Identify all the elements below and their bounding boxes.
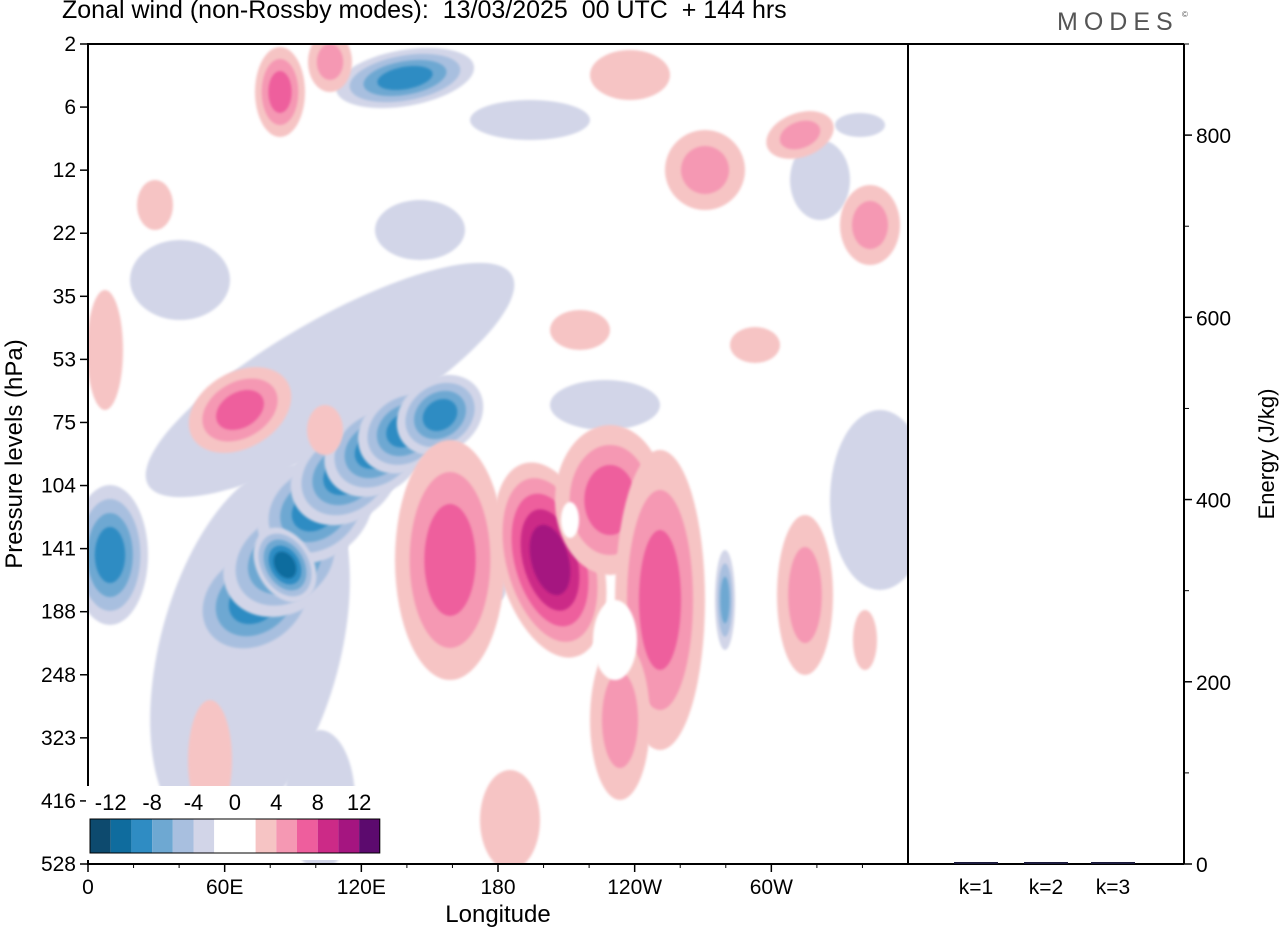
colorbar-swatch — [90, 819, 111, 853]
x-tick-label: 0 — [82, 876, 94, 899]
x-tick-label: 180 — [480, 876, 515, 899]
y-tick-label: 22 — [53, 222, 76, 245]
contour-blob — [853, 610, 877, 670]
energy-bar — [1091, 862, 1135, 864]
energy-bar — [1024, 862, 1068, 864]
colorbar-tick-label: 4 — [270, 790, 282, 815]
contour-blob — [602, 672, 638, 768]
y-tick-label: 141 — [41, 538, 76, 561]
contour-blob — [730, 327, 780, 363]
energy-tick-label: 200 — [1196, 672, 1231, 695]
contour-blob — [268, 71, 292, 113]
contour-blob — [88, 290, 123, 410]
y-tick-label: 188 — [41, 601, 76, 624]
colorbar-swatch — [276, 819, 297, 853]
y-tick-label: 104 — [41, 475, 76, 498]
contour-blob — [130, 240, 230, 320]
energy-tick-label: 800 — [1196, 125, 1231, 148]
contour-blob — [137, 180, 173, 230]
y-tick-label: 75 — [53, 411, 76, 434]
colorbar-frame — [89, 818, 381, 854]
energy-bars: k=1 k=2 k=3 — [954, 862, 1135, 899]
contour-blob — [720, 576, 730, 624]
colorbar-swatch — [110, 819, 132, 853]
heatmap-contours — [88, 44, 908, 864]
contour-blob — [94, 527, 126, 583]
contour-blob — [529, 524, 571, 596]
contour-blob — [681, 146, 729, 194]
contour-blob — [307, 405, 343, 455]
contour-blob — [216, 389, 264, 431]
contour-blob — [835, 113, 885, 137]
colorbar-swatch — [172, 819, 194, 853]
colorbar-swatch — [255, 819, 277, 853]
colorbar-tick-label: -4 — [184, 790, 204, 815]
contour-blob — [377, 65, 433, 91]
y-tick-label: 2 — [64, 33, 76, 56]
y-tick-label: 323 — [41, 727, 76, 750]
colorbar-swatch — [214, 819, 235, 853]
y-tick-label: 35 — [53, 285, 76, 308]
contour-blob — [779, 120, 821, 150]
contour-blob — [830, 410, 908, 590]
energy-category-label: k=1 — [959, 876, 993, 899]
y-axis-label: Pressure levels (hPa) — [1, 339, 28, 568]
colorbar-swatch — [152, 819, 173, 853]
colorbar-tick-label: -12 — [95, 790, 127, 815]
energy-category-label: k=3 — [1096, 876, 1130, 899]
colorbar-tick-label: 12 — [347, 790, 371, 815]
colorbar-tick-label: 8 — [312, 790, 324, 815]
colorbar-swatch — [297, 819, 318, 853]
contour-blob — [788, 547, 822, 643]
x-tick-label: 120W — [607, 876, 662, 899]
energy-tick-label: 600 — [1196, 307, 1231, 330]
x-tick-label: 60E — [206, 876, 243, 899]
y-tick-label: 12 — [53, 159, 76, 182]
contour-blob — [550, 310, 610, 350]
x-tick-label: 60W — [750, 876, 793, 899]
energy-tick-label: 400 — [1196, 490, 1231, 513]
contour-blob — [590, 50, 670, 100]
contour-blob — [639, 530, 681, 670]
y-tick-label: 416 — [41, 790, 76, 813]
energy-category-label: k=2 — [1029, 876, 1063, 899]
colorbar-swatch — [193, 819, 215, 853]
energy-bar — [954, 862, 998, 864]
colorbar-swatch — [359, 819, 380, 853]
contour-blob — [470, 100, 590, 140]
energy-tick-label: 0 — [1196, 854, 1208, 877]
y-tick-label: 6 — [64, 96, 76, 119]
y-tick-label: 53 — [53, 348, 76, 371]
colorbar-tick-label: -8 — [142, 790, 162, 815]
contour-blob — [375, 200, 465, 260]
logo-copyright-mark: © — [1182, 10, 1188, 19]
x-tick-label: 120E — [337, 876, 386, 899]
contour-blob — [852, 201, 888, 249]
contour-blob — [316, 44, 344, 80]
contour-blob — [561, 502, 579, 538]
x-axis-label: Longitude — [445, 901, 550, 928]
colorbar-swatch — [234, 819, 256, 853]
contour-blob — [273, 551, 297, 579]
contour-blob — [790, 140, 850, 220]
contour-blob — [424, 504, 476, 616]
axes: 0 60E 120E 180 120W 60W 2 6 12 22 35 53 75 104 141 188 2… — [41, 33, 1231, 899]
colorbar-tick-label: 0 — [229, 790, 241, 815]
contour-blob — [480, 770, 540, 864]
colorbar-swatch — [338, 819, 360, 853]
contour-blob — [422, 398, 458, 432]
modes-logo: MODES — [1057, 8, 1179, 36]
colorbar: -12 -8 -4 0 4 8 12 — [86, 786, 384, 860]
y-tick-label: 248 — [41, 664, 76, 687]
contour-blob — [593, 600, 637, 680]
contour-blob — [550, 380, 660, 430]
y-tick-label: 528 — [41, 853, 76, 876]
colorbar-swatch — [317, 819, 339, 853]
chart-title: Zonal wind (non-Rossby modes): 13/03/202… — [62, 0, 787, 24]
colorbar-swatch — [131, 819, 153, 853]
energy-axis-label: Energy (J/kg) — [1254, 389, 1279, 520]
